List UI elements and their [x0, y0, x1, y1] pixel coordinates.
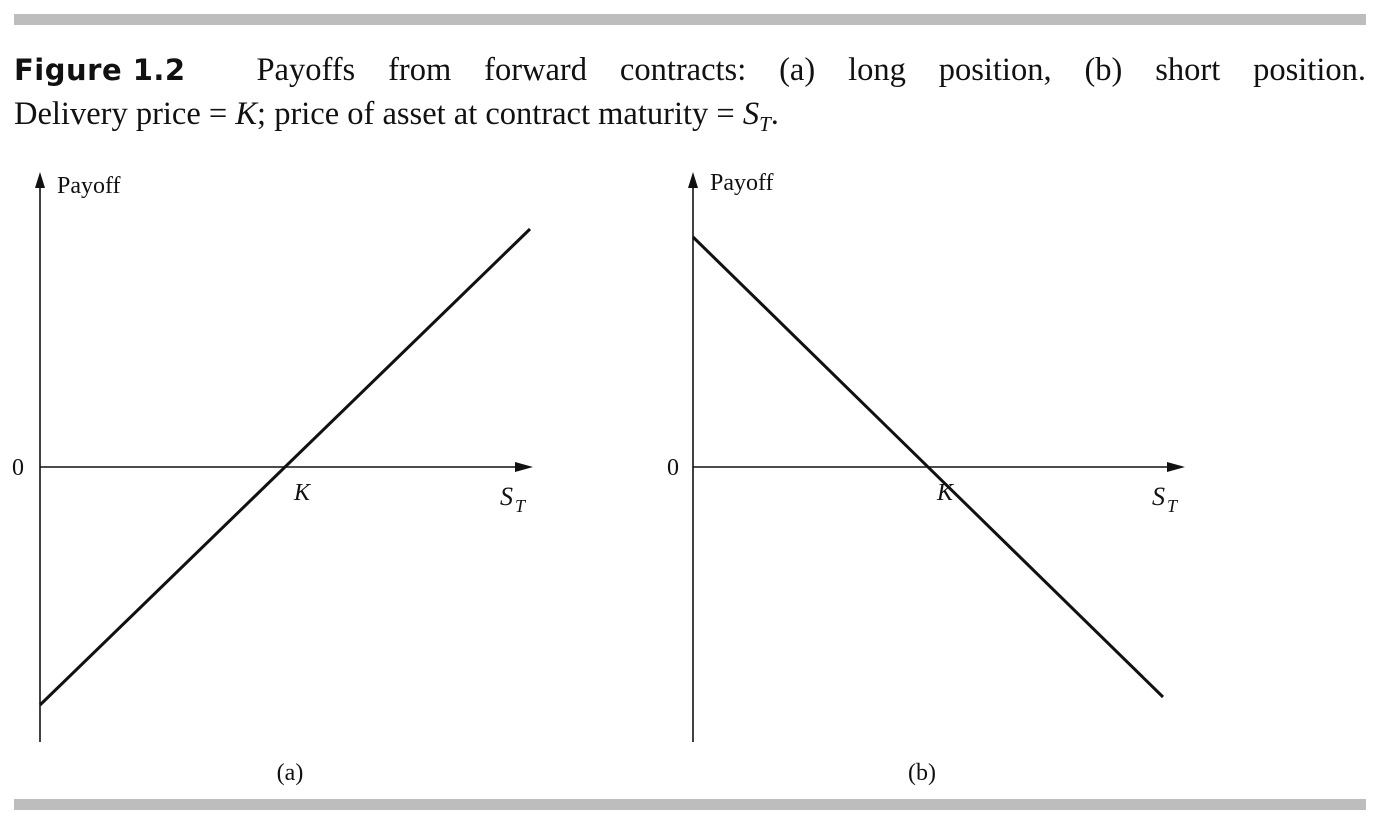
caption-word: forward: [484, 52, 588, 88]
payoff-line: [691, 235, 1165, 699]
y-axis-label: Payoff: [710, 170, 774, 196]
caption-s-symbol: S: [742, 96, 760, 132]
bottom-rule: [14, 799, 1366, 810]
x-axis-label: S: [1152, 482, 1165, 511]
caption-t-subscript: T: [759, 112, 771, 136]
caption-word: (b): [1084, 52, 1123, 88]
zero-tick-label: 0: [667, 455, 679, 481]
y-axis-arrow-icon: [35, 172, 45, 188]
caption-word: from: [388, 52, 452, 88]
caption-word: long: [848, 52, 906, 88]
zero-tick-label: 0: [12, 455, 24, 481]
y-axis-label: Payoff: [57, 173, 121, 199]
figure-label: Figure 1.2: [14, 53, 186, 87]
x-axis-label: S: [500, 482, 513, 511]
x-axis-arrow-icon: [1167, 462, 1185, 472]
x-axis-label-subscript: T: [515, 496, 527, 516]
figure-caption: Figure 1.2 Payoffs from forward contract…: [14, 48, 1366, 146]
caption-word: Payoffs: [256, 52, 356, 88]
caption-word: position.: [1253, 52, 1366, 88]
caption-word: contracts:: [619, 52, 747, 88]
caption-line-1: Figure 1.2 Payoffs from forward contract…: [14, 48, 1366, 92]
strike-k-label: K: [293, 480, 312, 506]
strike-k-label: K: [936, 480, 955, 506]
panel-label: (a): [277, 760, 304, 786]
caption-word: position,: [938, 52, 1052, 88]
caption-k-symbol: K: [235, 96, 258, 132]
x-axis-label-subscript: T: [1167, 496, 1179, 516]
caption-text: Delivery price =: [14, 96, 236, 132]
y-axis-arrow-icon: [688, 172, 698, 188]
top-rule: [14, 14, 1366, 25]
panel-label: (b): [908, 760, 936, 786]
caption-period: .: [770, 96, 779, 132]
x-axis-arrow-icon: [515, 462, 533, 472]
payoff-line: [38, 227, 532, 707]
caption-word: short: [1155, 52, 1221, 88]
caption-line-2: Delivery price = K; price of asset at co…: [14, 92, 1366, 146]
caption-word: (a): [779, 52, 816, 88]
caption-text: ; price of asset at contract maturity =: [257, 96, 743, 132]
